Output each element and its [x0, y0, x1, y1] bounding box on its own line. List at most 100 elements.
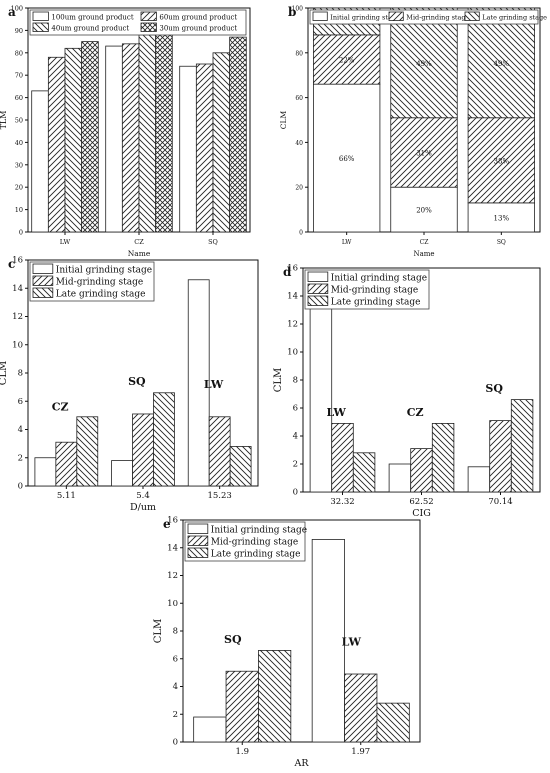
chart-panel-b: b020406080100CLMNameLW66%22%12%CZ20%31%4… [279, 5, 547, 258]
legend: 100um ground product 60um ground product 4… [29, 9, 247, 36]
legend-entry: Initial grinding stage [330, 14, 400, 22]
bar-annotation: SQ [224, 633, 242, 646]
y-tick-label: 16 [167, 516, 178, 526]
x-tick-label: CZ [420, 239, 429, 246]
y-tick-label: 0 [293, 488, 298, 498]
legend-entry: Mid-grinding stage [211, 538, 298, 548]
y-axis-label: CLM [273, 368, 284, 393]
legend-entry: 30um ground product [159, 25, 237, 33]
panel-label: a [8, 5, 16, 19]
data-label: 20% [416, 207, 432, 215]
bar-hatch-back [352, 452, 376, 493]
y-tick-label: 14 [287, 292, 298, 302]
y-axis-label: CLM [279, 110, 288, 129]
bar-none [467, 466, 491, 493]
legend-entry: 40um ground product [51, 25, 129, 33]
legend-swatch [307, 295, 329, 306]
bar-annotation: LW [342, 636, 362, 649]
bar-none [34, 457, 57, 487]
legend-entry: 60um ground product [159, 14, 237, 22]
y-tick-label: 8 [18, 369, 23, 379]
bar-none [105, 45, 123, 233]
y-tick-label: 8 [173, 627, 178, 637]
x-tick-label: 15.23 [207, 491, 231, 501]
bar-annotation: SQ [128, 375, 146, 388]
legend-swatch [187, 523, 209, 534]
bar-hatch-back [510, 399, 534, 493]
bar-none [179, 65, 197, 233]
y-tick-label: 6 [293, 404, 298, 414]
bar-none [31, 90, 49, 233]
y-tick-label: 50 [15, 117, 23, 125]
panel-label: e [163, 517, 171, 531]
bar-hatch-back [153, 392, 175, 487]
y-tick-label: 40 [295, 140, 303, 147]
y-tick-label: 80 [15, 49, 23, 57]
y-tick-label: 12 [287, 320, 298, 330]
y-tick-label: 2 [293, 460, 298, 470]
bar-none [111, 460, 133, 487]
chart-panel-c: c 0 2 4 6 8 10 12 14 16 CLM D/um 5.11 5.4 15.23 CZ SQ LW I… [0, 256, 259, 513]
bar-annotation: LW [204, 378, 224, 391]
bar-none [388, 463, 412, 493]
x-tick-label: 5.11 [57, 491, 76, 501]
y-axis-label: TLM [0, 111, 8, 130]
x-tick-label: 62.52 [409, 497, 433, 507]
legend-entry: Late grinding stage [211, 550, 301, 560]
bar-hatch-back [390, 7, 458, 119]
bar-hatch-forward [55, 441, 78, 487]
data-label: 13% [494, 214, 510, 222]
y-tick-label: 30 [15, 161, 23, 169]
data-label: 49% [416, 60, 432, 68]
legend-entry: Mid-grinding stage [56, 278, 143, 288]
legend-entry: Mid-grinding stage [406, 14, 469, 22]
y-tick-label: 6 [18, 397, 23, 407]
y-tick-label: 100 [292, 6, 304, 13]
x-tick-label: CZ [134, 238, 144, 246]
bar-hatch-back [229, 446, 252, 487]
legend-swatch [464, 11, 480, 21]
x-axis-label: AR [293, 758, 309, 769]
bar-none [187, 279, 210, 487]
y-tick-label: 10 [167, 599, 178, 609]
y-tick-label: 6 [173, 654, 178, 664]
legend-swatch [312, 11, 328, 21]
y-tick-label: 14 [12, 284, 23, 294]
bar-crosshatch [81, 41, 99, 233]
x-axis-label: Name [413, 250, 434, 258]
y-tick-label: 16 [287, 264, 298, 274]
bar-hatch-back [376, 702, 410, 743]
bar-hatch-forward [410, 448, 433, 493]
x-tick-label: 70.14 [488, 497, 512, 507]
bar-crosshatch [229, 36, 247, 233]
y-tick-label: 4 [18, 425, 23, 435]
y-tick-label: 16 [12, 256, 23, 266]
bar-hatch-forward [467, 117, 535, 204]
y-tick-label: 2 [173, 710, 178, 720]
y-tick-label: 14 [167, 543, 178, 553]
bar-hatch-forward [390, 117, 458, 188]
x-tick-label: SQ [497, 239, 506, 246]
legend-entry: Mid-grinding stage [331, 286, 418, 296]
bar-hatch-back [76, 416, 99, 487]
panel-label: c [8, 257, 15, 271]
y-tick-label: 0 [19, 229, 23, 237]
bar-hatch-back [64, 47, 83, 233]
bar-hatch-forward [489, 420, 512, 493]
y-tick-label: 60 [15, 94, 23, 102]
bar-hatch-back [212, 52, 231, 233]
bar-hatch-forward [195, 63, 214, 233]
legend-swatch [32, 287, 54, 298]
y-axis-label: CLM [0, 361, 9, 386]
y-tick-label: 0 [18, 482, 23, 492]
y-tick-label: 2 [18, 453, 23, 463]
bar-annotation: CZ [52, 401, 69, 414]
legend-swatch [307, 271, 329, 282]
legend-swatch [32, 275, 54, 286]
bar-annotation: CZ [407, 406, 424, 419]
bar-none [311, 539, 345, 743]
legend-swatch [307, 283, 329, 294]
legend-entry: 100um ground product [51, 14, 133, 22]
legend-swatch [32, 263, 54, 274]
